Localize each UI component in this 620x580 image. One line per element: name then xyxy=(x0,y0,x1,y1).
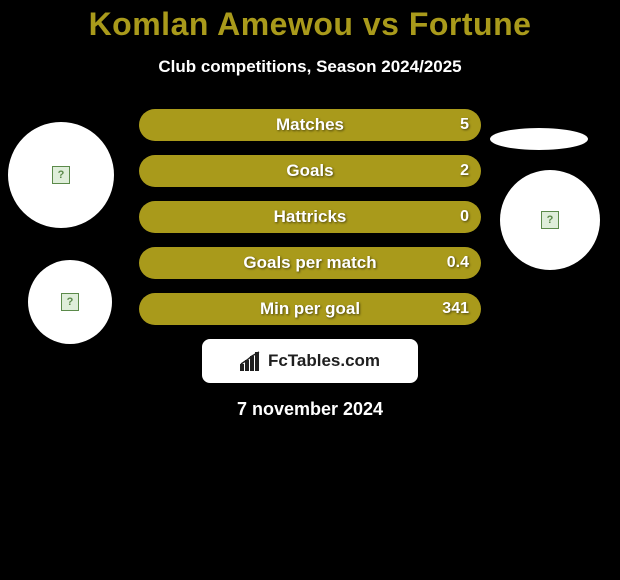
stat-value: 2 xyxy=(460,162,469,180)
subtitle: Club competitions, Season 2024/2025 xyxy=(0,57,620,77)
stat-row: Hattricks0 xyxy=(139,201,481,233)
bars-icon xyxy=(240,351,262,371)
stat-value: 5 xyxy=(460,116,469,134)
page-title: Komlan Amewou vs Fortune xyxy=(0,0,620,43)
content: Komlan Amewou vs Fortune Club competitio… xyxy=(0,0,620,580)
avatar-placeholder xyxy=(28,260,112,344)
stat-label: Goals per match xyxy=(139,253,481,273)
decorative-ellipse xyxy=(490,128,588,150)
image-placeholder-icon xyxy=(541,211,559,229)
avatar-placeholder xyxy=(8,122,114,228)
stat-value: 0.4 xyxy=(447,254,469,272)
date-label: 7 november 2024 xyxy=(0,399,620,420)
stat-label: Min per goal xyxy=(139,299,481,319)
stat-label: Goals xyxy=(139,161,481,181)
stat-row: Min per goal341 xyxy=(139,293,481,325)
brand-text: FcTables.com xyxy=(268,351,380,371)
stat-label: Matches xyxy=(139,115,481,135)
image-placeholder-icon xyxy=(52,166,70,184)
stat-value: 341 xyxy=(442,300,469,318)
stat-row: Goals per match0.4 xyxy=(139,247,481,279)
stat-value: 0 xyxy=(460,208,469,226)
image-placeholder-icon xyxy=(61,293,79,311)
stat-label: Hattricks xyxy=(139,207,481,227)
stat-row: Goals2 xyxy=(139,155,481,187)
stat-row: Matches5 xyxy=(139,109,481,141)
avatar-placeholder xyxy=(500,170,600,270)
stats-panel: Matches5Goals2Hattricks0Goals per match0… xyxy=(139,109,481,325)
brand-badge: FcTables.com xyxy=(202,339,418,383)
